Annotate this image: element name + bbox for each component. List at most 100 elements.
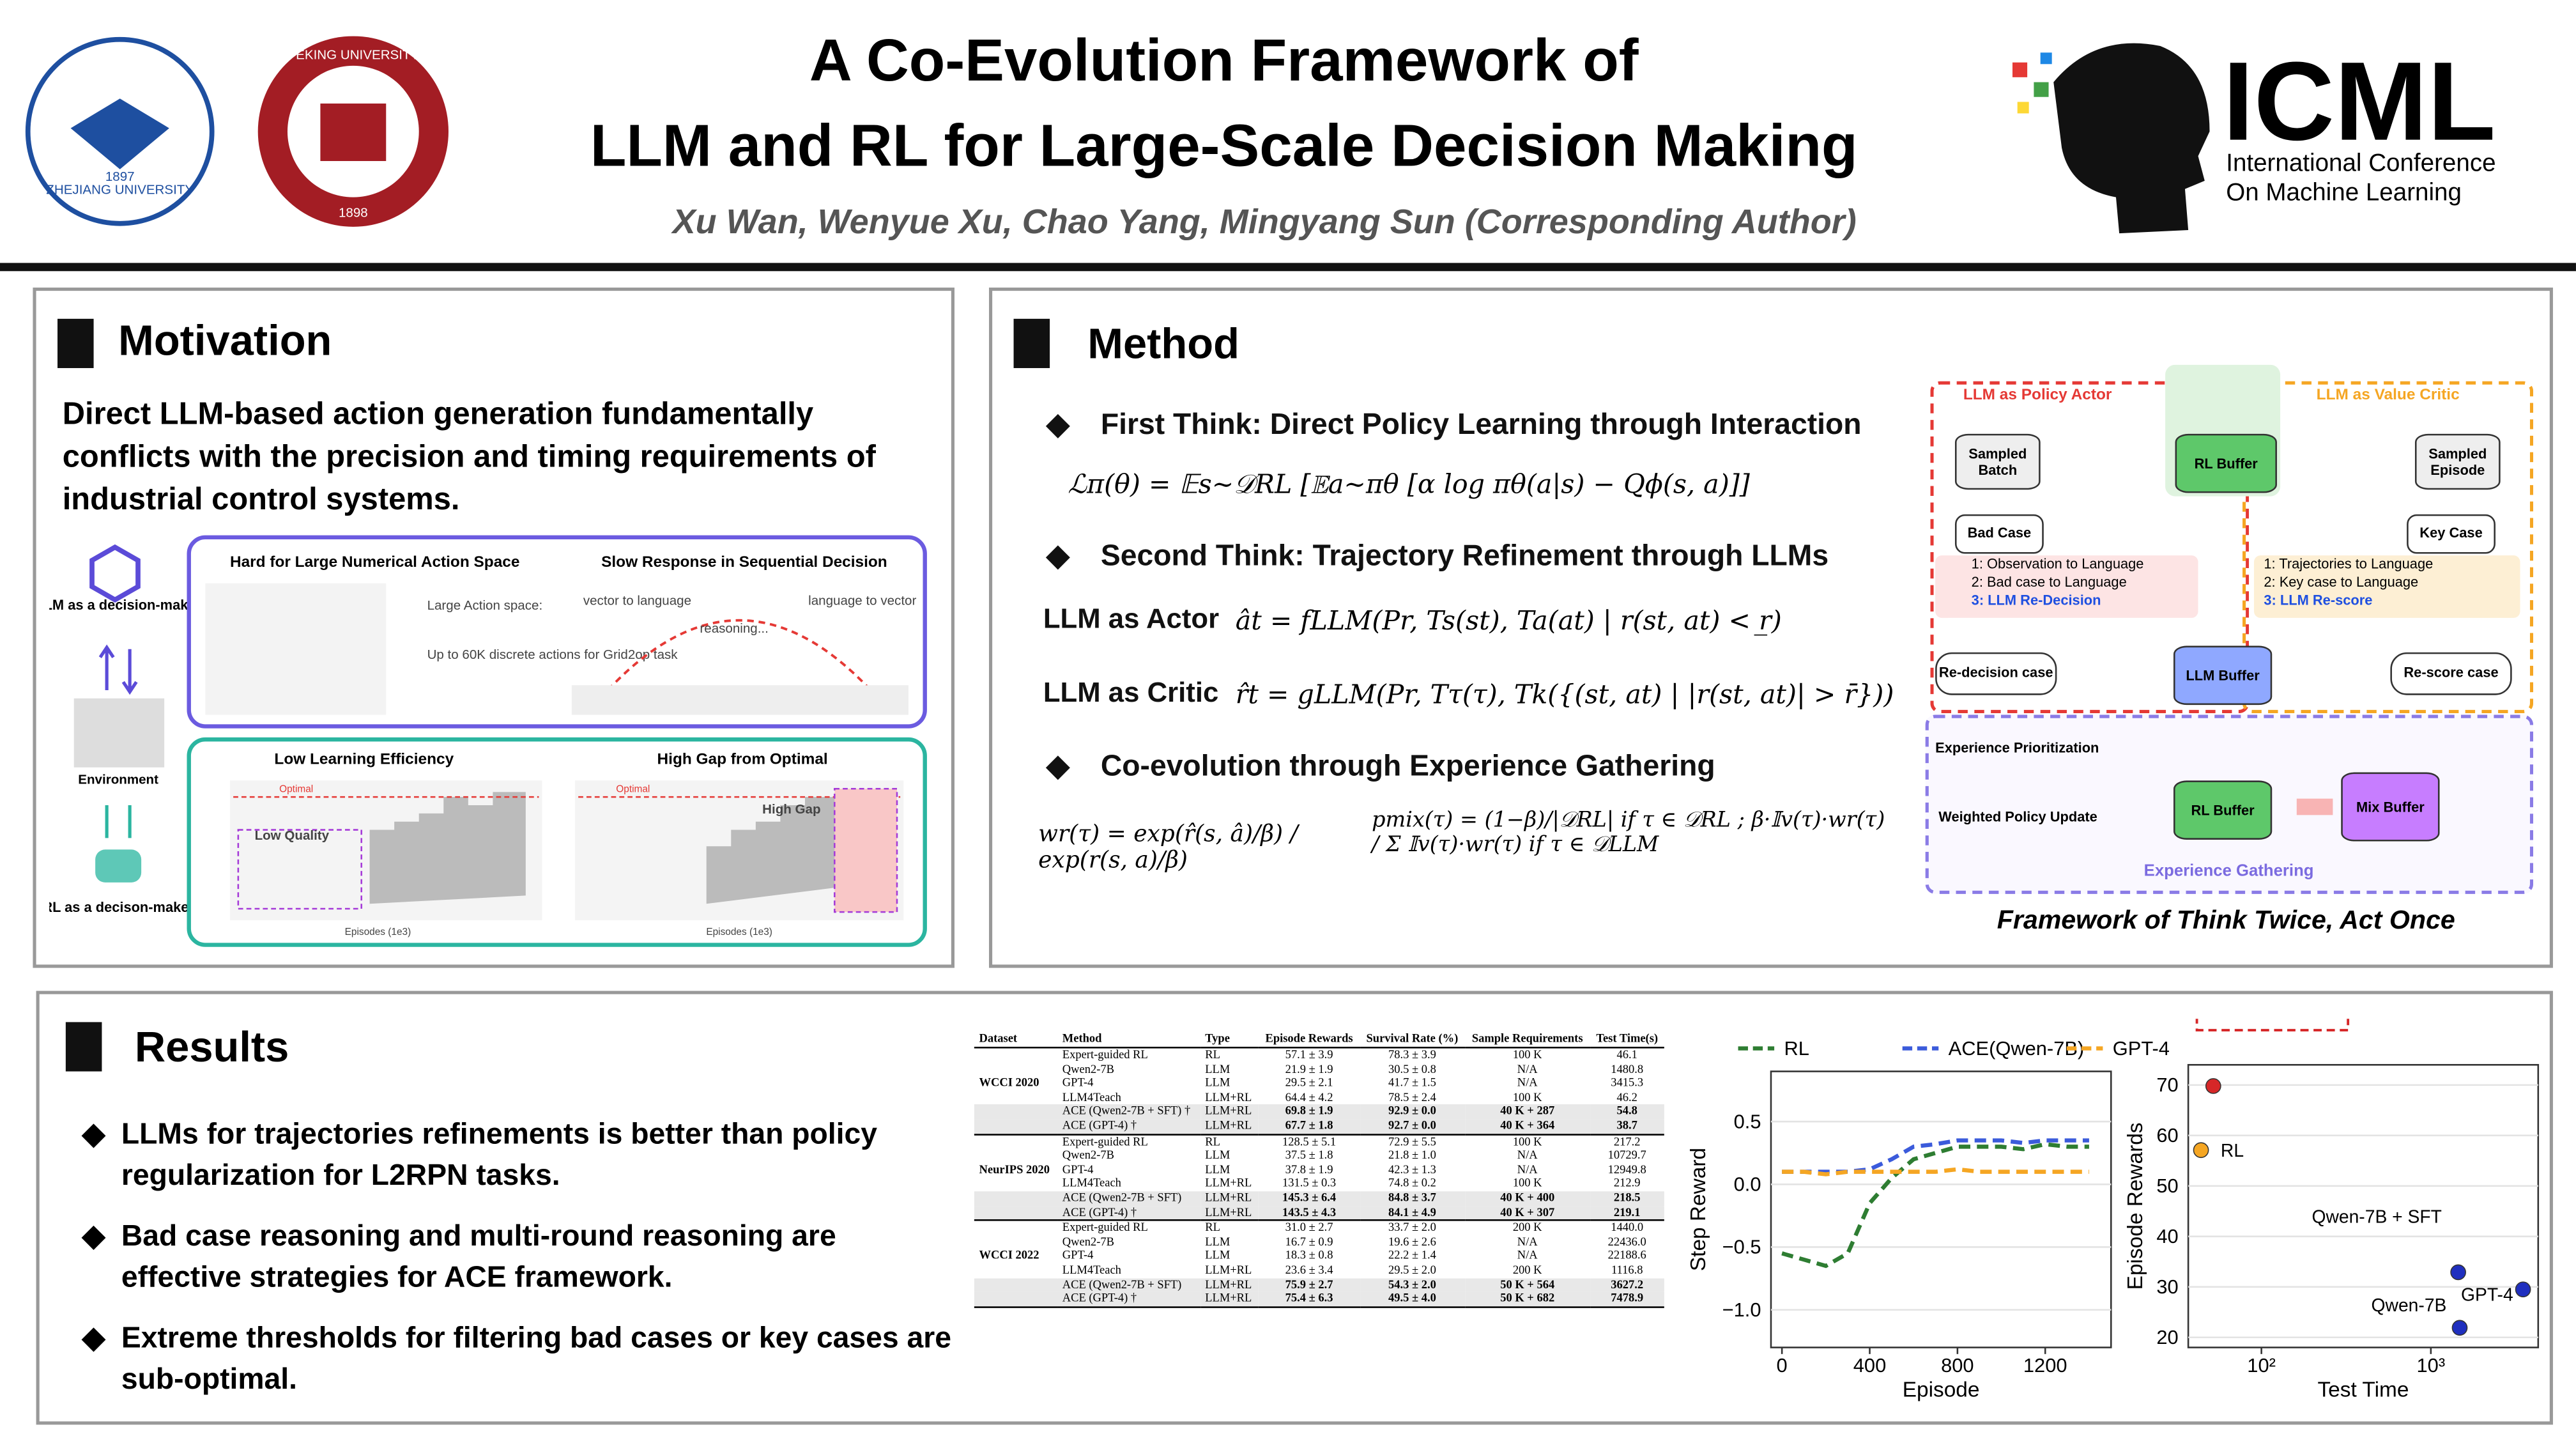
- x-axis-label: Episode: [1903, 1378, 1980, 1402]
- dataset-cell: [974, 1149, 1057, 1163]
- robot-icon: [95, 849, 142, 883]
- mini-bars: [369, 792, 526, 904]
- frame-title: LLM as Policy Actor: [1963, 386, 2112, 405]
- table-cell: 21.8 ± 1.0: [1388, 1148, 1436, 1162]
- table-cell: 40 K + 287: [1500, 1104, 1555, 1118]
- section-heading: Method: [1087, 318, 1239, 368]
- table-cell: LLM4Teach: [1062, 1263, 1121, 1277]
- column-header: Survival Rate (%): [1360, 1031, 1465, 1049]
- llm-icon: [89, 544, 141, 603]
- buffer: Sampled Batch: [1954, 433, 2041, 490]
- arrows: [105, 805, 132, 838]
- frame-title: LLM as Value Critic: [2316, 386, 2460, 405]
- table-cell: 100 K: [1512, 1177, 1542, 1191]
- table-cell: 22188.6: [1607, 1249, 1646, 1263]
- table-cell: LLM: [1205, 1062, 1230, 1076]
- table-cell: LLM+RL: [1205, 1205, 1252, 1219]
- text: language to vector: [808, 593, 916, 608]
- dataset-cell: [974, 1119, 1057, 1134]
- table-cell: LLM+RL: [1205, 1119, 1252, 1132]
- dataset-cell: WCCI 2020: [979, 1076, 1039, 1090]
- table-cell: 92.7 ± 0.0: [1388, 1119, 1436, 1132]
- y-tick-label: −1.0: [1722, 1299, 1761, 1321]
- table-cell: 54.3 ± 2.0: [1388, 1277, 1436, 1291]
- y-tick-label: 0.5: [1734, 1110, 1761, 1132]
- table-cell: ACE (GPT-4) †: [1062, 1292, 1137, 1305]
- table-cell: 23.6 ± 3.4: [1285, 1263, 1333, 1277]
- table-cell: 84.1 ± 4.9: [1388, 1205, 1436, 1219]
- table-row: Expert-guided RL RL 57.1 ± 3.9 78.3 ± 3.9 10…: [974, 1047, 1664, 1062]
- title-line: LLM and RL for Large-Scale Decision Maki…: [590, 111, 1858, 180]
- series-line: [1782, 1138, 2089, 1174]
- label: RL as a decison-maker: [49, 899, 194, 915]
- table-cell: 200 K: [1512, 1263, 1542, 1277]
- table-row: ACE (GPT-4) † LLM+RL 75.4 ± 6.3 49.5 ± 4.0 5…: [974, 1292, 1664, 1307]
- bullet: First Think: Direct Policy Learning thro…: [1100, 407, 1862, 441]
- table-cell: 40 K + 400: [1500, 1191, 1555, 1205]
- table-row: ACE (GPT-4) † LLM+RL 143.5 ± 4.3 84.1 ± 4.9…: [974, 1205, 1664, 1221]
- results-bullets: ◆ LLMs for trajectories refinements is be…: [82, 1114, 953, 1419]
- text: reasoning...: [700, 621, 768, 636]
- pixel: [2012, 62, 2028, 77]
- env-icon: [73, 698, 165, 767]
- diamond: ◆: [1046, 749, 1070, 782]
- table-cell: 49.5 ± 4.0: [1388, 1292, 1436, 1305]
- diamond: ◆: [1046, 407, 1070, 441]
- arc: [607, 619, 872, 691]
- dataset-cell: [974, 1191, 1057, 1205]
- table-cell: 3627.2: [1611, 1277, 1644, 1291]
- heading-marker: [65, 1022, 102, 1072]
- case-box: Re-score case: [2390, 652, 2512, 695]
- table-cell: 64.4 ± 4.2: [1285, 1090, 1333, 1104]
- dataset-cell: [974, 1263, 1057, 1277]
- label: LLM as a decision-maker: [49, 597, 201, 613]
- point: [2450, 1264, 2466, 1281]
- step: 2: Key case to Language: [2264, 573, 2419, 590]
- x-tick-label: 0: [1777, 1354, 1788, 1377]
- x-tick-label: 10³: [2417, 1354, 2446, 1377]
- table-cell: 78.3 ± 3.9: [1388, 1048, 1436, 1062]
- highlight: [833, 787, 898, 913]
- table-cell: LLM+RL: [1205, 1277, 1252, 1291]
- table-cell: GPT-4: [1062, 1076, 1094, 1090]
- table-cell: 22436.0: [1607, 1235, 1646, 1249]
- dataset-cell: [974, 1235, 1057, 1249]
- text: Large Action space:: [427, 598, 543, 613]
- actor-frame: [1930, 381, 2250, 713]
- bullet: LLMs for trajectories refinements is bet…: [121, 1117, 878, 1192]
- motivation-figure: LLM as a decision-maker Environment RL a…: [49, 535, 927, 947]
- table-row: LLM4Teach LLM+RL 131.5 ± 0.3 74.8 ± 0.2 100 …: [974, 1177, 1664, 1191]
- table-cell: ACE (GPT-4) †: [1062, 1205, 1137, 1219]
- table-cell: LLM+RL: [1205, 1191, 1252, 1205]
- x-tick-label: 10²: [2247, 1354, 2276, 1377]
- table-cell: LLM: [1205, 1249, 1230, 1263]
- table-row: ACE (GPT-4) † LLM+RL 67.7 ± 1.8 92.7 ± 0.0 4…: [974, 1119, 1664, 1134]
- dataset-cell: [974, 1105, 1057, 1119]
- table-cell: 200 K: [1512, 1221, 1542, 1235]
- authors: Xu Wan, Wenyue Xu, Chao Yang, Mingyang S…: [672, 203, 1857, 242]
- case-box: Key Case: [2407, 514, 2496, 554]
- table-cell: N/A: [1517, 1162, 1538, 1176]
- table-row: Expert-guided RL RL 31.0 ± 2.7 33.7 ± 2.0 20…: [974, 1221, 1664, 1235]
- pixel: [2040, 52, 2052, 65]
- table-cell: 16.7 ± 0.9: [1285, 1235, 1333, 1249]
- table-cell: N/A: [1517, 1249, 1538, 1263]
- table-cell: Qwen2-7B: [1062, 1148, 1114, 1162]
- table-cell: 145.3 ± 6.4: [1282, 1191, 1337, 1205]
- head-silhouette: [2053, 43, 2210, 234]
- text: Optimal: [616, 783, 650, 794]
- table-row: WCCI 2022 GPT-4 LLM 18.3 ± 0.8 22.2 ± 1.4 N/A…: [974, 1249, 1664, 1263]
- table-cell: LLM: [1205, 1162, 1230, 1176]
- table-cell: 37.5 ± 1.8: [1285, 1148, 1333, 1162]
- point-label: RL: [2221, 1140, 2244, 1161]
- text: Optimal: [279, 783, 313, 794]
- table-row: ACE (Qwen2-7B + SFT) LLM+RL 75.9 ± 2.7 54.3…: [974, 1277, 1664, 1292]
- case-box: Bad Case: [1954, 514, 2044, 554]
- y-tick-label: 70: [2156, 1074, 2178, 1096]
- pixel: [2017, 102, 2029, 114]
- table-row: Qwen2-7B LLM 16.7 ± 0.9 19.6 ± 2.6 N/A 22436.…: [974, 1235, 1664, 1249]
- column-header: Episode Rewards: [1259, 1031, 1360, 1049]
- table-cell: 21.9 ± 1.9: [1285, 1062, 1333, 1076]
- table-cell: 1480.8: [1611, 1062, 1644, 1076]
- heading-marker: [1013, 318, 1050, 368]
